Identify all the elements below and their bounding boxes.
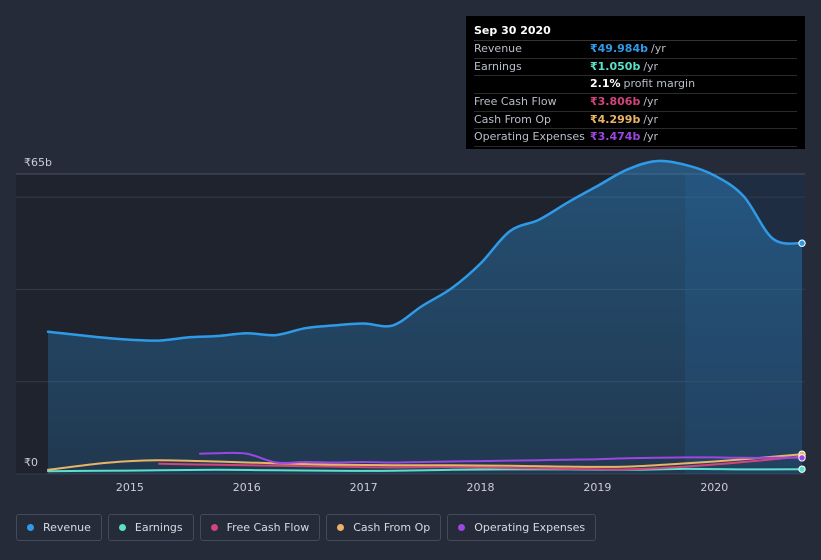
legend-dot-icon [27, 524, 34, 531]
x-tick-label: 2019 [583, 481, 611, 494]
tooltip-row: Operating Expenses ₹3.474b/yr [474, 129, 797, 148]
tooltip-label: Cash From Op [474, 112, 552, 126]
earnings-end-point [798, 465, 806, 473]
legend-item-revenue[interactable]: Revenue [16, 514, 102, 541]
tooltip-unit: /yr [643, 59, 659, 73]
tooltip-label: Earnings [474, 59, 522, 73]
y-axis-top-label: ₹65b [24, 156, 52, 169]
tooltip-row: Revenue ₹49.984b/yr [474, 41, 797, 59]
x-tick-label: 2016 [233, 481, 261, 494]
tooltip-unit: /yr [650, 42, 666, 55]
tooltip-value: 2.1% [590, 77, 621, 91]
tooltip-row: Free Cash Flow ₹3.806b/yr [474, 94, 797, 112]
revenue-line [46, 159, 804, 342]
tooltip-panel: Sep 30 2020 Revenue ₹49.984b/yr Earnings ₹1… [466, 16, 805, 149]
legend-dot-icon [458, 524, 466, 531]
tooltip-unit: /yr [643, 130, 659, 144]
legend-label: Free Cash Flow [226, 521, 310, 534]
tooltip-value: ₹3.806b [590, 95, 641, 109]
legend-item-operating-expenses[interactable]: Operating Expenses [447, 514, 597, 541]
operating-expenses-end-point [798, 454, 806, 462]
tooltip-row: 2.1% profit margin [474, 76, 797, 95]
tooltip-unit: profit margin [623, 77, 696, 91]
legend-item-free-cash-flow[interactable]: Free Cash Flow [199, 514, 321, 541]
tooltip-label: Revenue [474, 42, 522, 55]
free-cash-flow-line [158, 455, 803, 471]
tooltip-value: ₹1.050b [590, 59, 641, 73]
tooltip-row: Earnings ₹1.050b/yr [474, 59, 797, 77]
legend-label: Operating Expenses [474, 521, 586, 534]
tooltip-value: ₹3.474b [590, 130, 641, 144]
tooltip-unit: /yr [643, 112, 659, 126]
cash-from-op-line [47, 453, 803, 471]
tooltip-label: Operating Expenses [474, 130, 585, 144]
x-tick-label: 2015 [116, 481, 144, 494]
tooltip-row: Cash From Op ₹4.299b/yr [474, 112, 797, 130]
revenue-end-point [798, 239, 806, 247]
operating-expenses-line [199, 451, 803, 464]
legend-label: Revenue [43, 521, 91, 534]
y-axis-bottom-label: ₹0 [24, 456, 38, 469]
tooltip-label: Free Cash Flow [474, 95, 557, 109]
legend-item-earnings[interactable]: Earnings [107, 514, 194, 541]
x-tick-label: 2018 [467, 481, 495, 494]
tooltip-label [474, 76, 590, 93]
legend: Revenue Earnings Free Cash Flow Cash From O… [16, 514, 597, 541]
revenue-area [48, 160, 802, 475]
tooltip-date: Sep 30 2020 [474, 23, 797, 41]
x-tick-label: 2020 [700, 481, 728, 494]
earnings-line [47, 467, 803, 473]
legend-dot-icon [210, 524, 218, 531]
tooltip-unit: /yr [643, 95, 659, 109]
legend-item-cash-from-op[interactable]: Cash From Op [326, 514, 442, 541]
legend-dot-icon [118, 524, 126, 531]
legend-label: Cash From Op [353, 521, 431, 534]
legend-label: Earnings [134, 521, 183, 534]
x-tick-label: 2017 [350, 481, 378, 494]
tooltip-value: ₹4.299b [590, 112, 641, 126]
legend-dot-icon [337, 524, 345, 531]
tooltip-value: ₹49.984b [590, 42, 648, 55]
